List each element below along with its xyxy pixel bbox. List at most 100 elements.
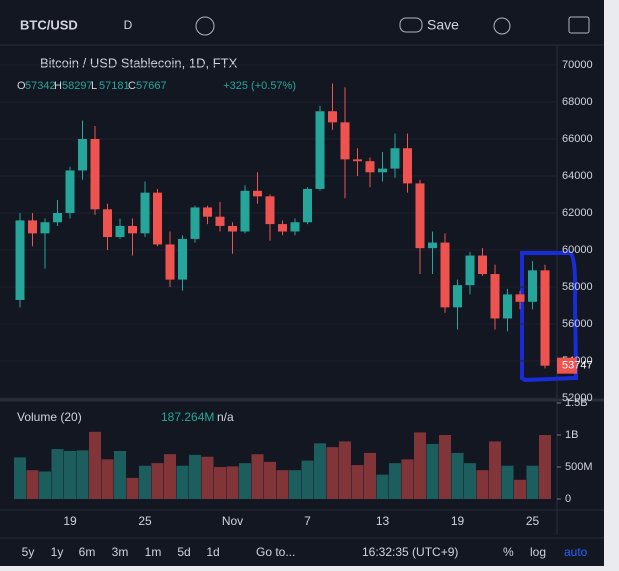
y-tick-label: 70000 [562,59,593,71]
candle-body [453,285,462,308]
range-button[interactable]: 1y [51,545,64,559]
volume-bar [14,457,26,499]
volume-bar [464,463,476,499]
auto-toggle[interactable]: auto [564,545,588,559]
candle-body [278,224,287,232]
candle-body [390,148,400,169]
volume-bar [426,443,439,499]
volume-bar [89,431,101,499]
candle-body [165,244,175,280]
range-button[interactable]: 1m [145,545,162,559]
volume-bar [201,456,214,499]
volume-bar [514,479,526,499]
candle-body [503,294,512,319]
volume-bar [189,454,201,499]
candle-body [28,220,37,234]
volume-bar [51,449,64,499]
candle-body [540,270,550,366]
candle-body [478,255,487,275]
symbol[interactable]: BTC/USD [20,17,78,32]
volume-bar [114,451,126,499]
last-price-label: 53747 [562,360,593,372]
volume-bar [264,461,276,499]
y2-tick-label: 1.5B [565,397,588,409]
candle-body [203,207,212,217]
y2-tick-label: 1B [565,429,578,441]
percent-toggle[interactable]: % [503,545,514,559]
candle-body [328,111,337,123]
volume-bar [214,467,226,499]
candle-body [403,148,412,184]
volume-bar [26,470,39,499]
volume-bar [276,470,289,499]
candle-body [440,242,450,308]
y-tick-label: 66000 [562,133,593,145]
volume-bar [539,435,551,499]
settings-icon[interactable] [493,17,511,35]
volume-bar [139,465,151,499]
camera-icon[interactable] [568,16,590,34]
ohlc-key: O [17,80,26,92]
candle-body [178,238,187,280]
clock: 16:32:35 (UTC+9) [362,545,458,559]
candle-body [290,222,300,232]
goto[interactable]: Go to... [256,545,295,559]
y2-tick-label: 500M [565,461,593,473]
volume-bar [239,463,251,499]
x-tick-label: 7 [304,514,311,528]
volume-bar [414,432,426,499]
volume-bar [476,470,489,499]
volume-bar [439,435,451,499]
volume-bar [76,450,89,499]
candle-body [53,213,62,223]
y-tick-label: 64000 [562,170,593,182]
candle-body [190,207,200,239]
range-button[interactable]: 1d [206,545,219,559]
volume-bar [301,460,314,499]
add-icon[interactable] [195,16,215,36]
ohlc-key: L [91,80,97,92]
candle-body [115,225,125,238]
volume-bar [64,451,76,499]
candle-body [15,220,25,300]
y2-tick-label: 0 [565,493,571,505]
y-tick-label: 56000 [562,318,593,330]
interval[interactable]: D [124,18,133,32]
volume-bar [151,463,164,499]
range-button[interactable]: 5y [22,545,35,559]
range-button[interactable]: 3m [112,545,129,559]
annotation [520,251,579,383]
volume-bar [376,474,389,499]
volume-bar [314,443,326,499]
candle-body [78,139,87,171]
volume-bar [39,471,51,499]
volume-bar [101,459,114,499]
volume-title: Volume (20) [17,410,82,424]
ohlc-key: H [54,80,62,92]
ohlc-value: 57342 [25,80,56,92]
volume-bar [489,441,501,499]
volume-bar [289,470,301,499]
y-tick-label: 60000 [562,244,593,256]
candle-body [253,190,262,197]
candle-body [378,168,387,173]
candle-body [428,242,437,249]
volume-value: 187.264M [161,410,214,424]
candle-body [153,192,162,245]
cloud-icon[interactable] [399,17,423,33]
save-button[interactable]: Save [427,17,459,33]
volume-bar [526,465,539,499]
candle-body [265,196,275,225]
volume-bar [226,466,239,499]
volume-bar [389,463,401,499]
x-tick-label: 19 [63,514,77,528]
volume-extra: n/a [217,410,234,424]
legend-title: Bitcoin / USD Stablecoin, 1D, FTX [40,55,238,70]
range-button[interactable]: 5d [177,545,190,559]
ohlc-value: 57667 [136,80,167,92]
x-tick-label: 25 [138,514,152,528]
log-toggle[interactable]: log [530,545,546,559]
last-price-box [557,357,577,374]
range-button[interactable]: 6m [79,545,96,559]
